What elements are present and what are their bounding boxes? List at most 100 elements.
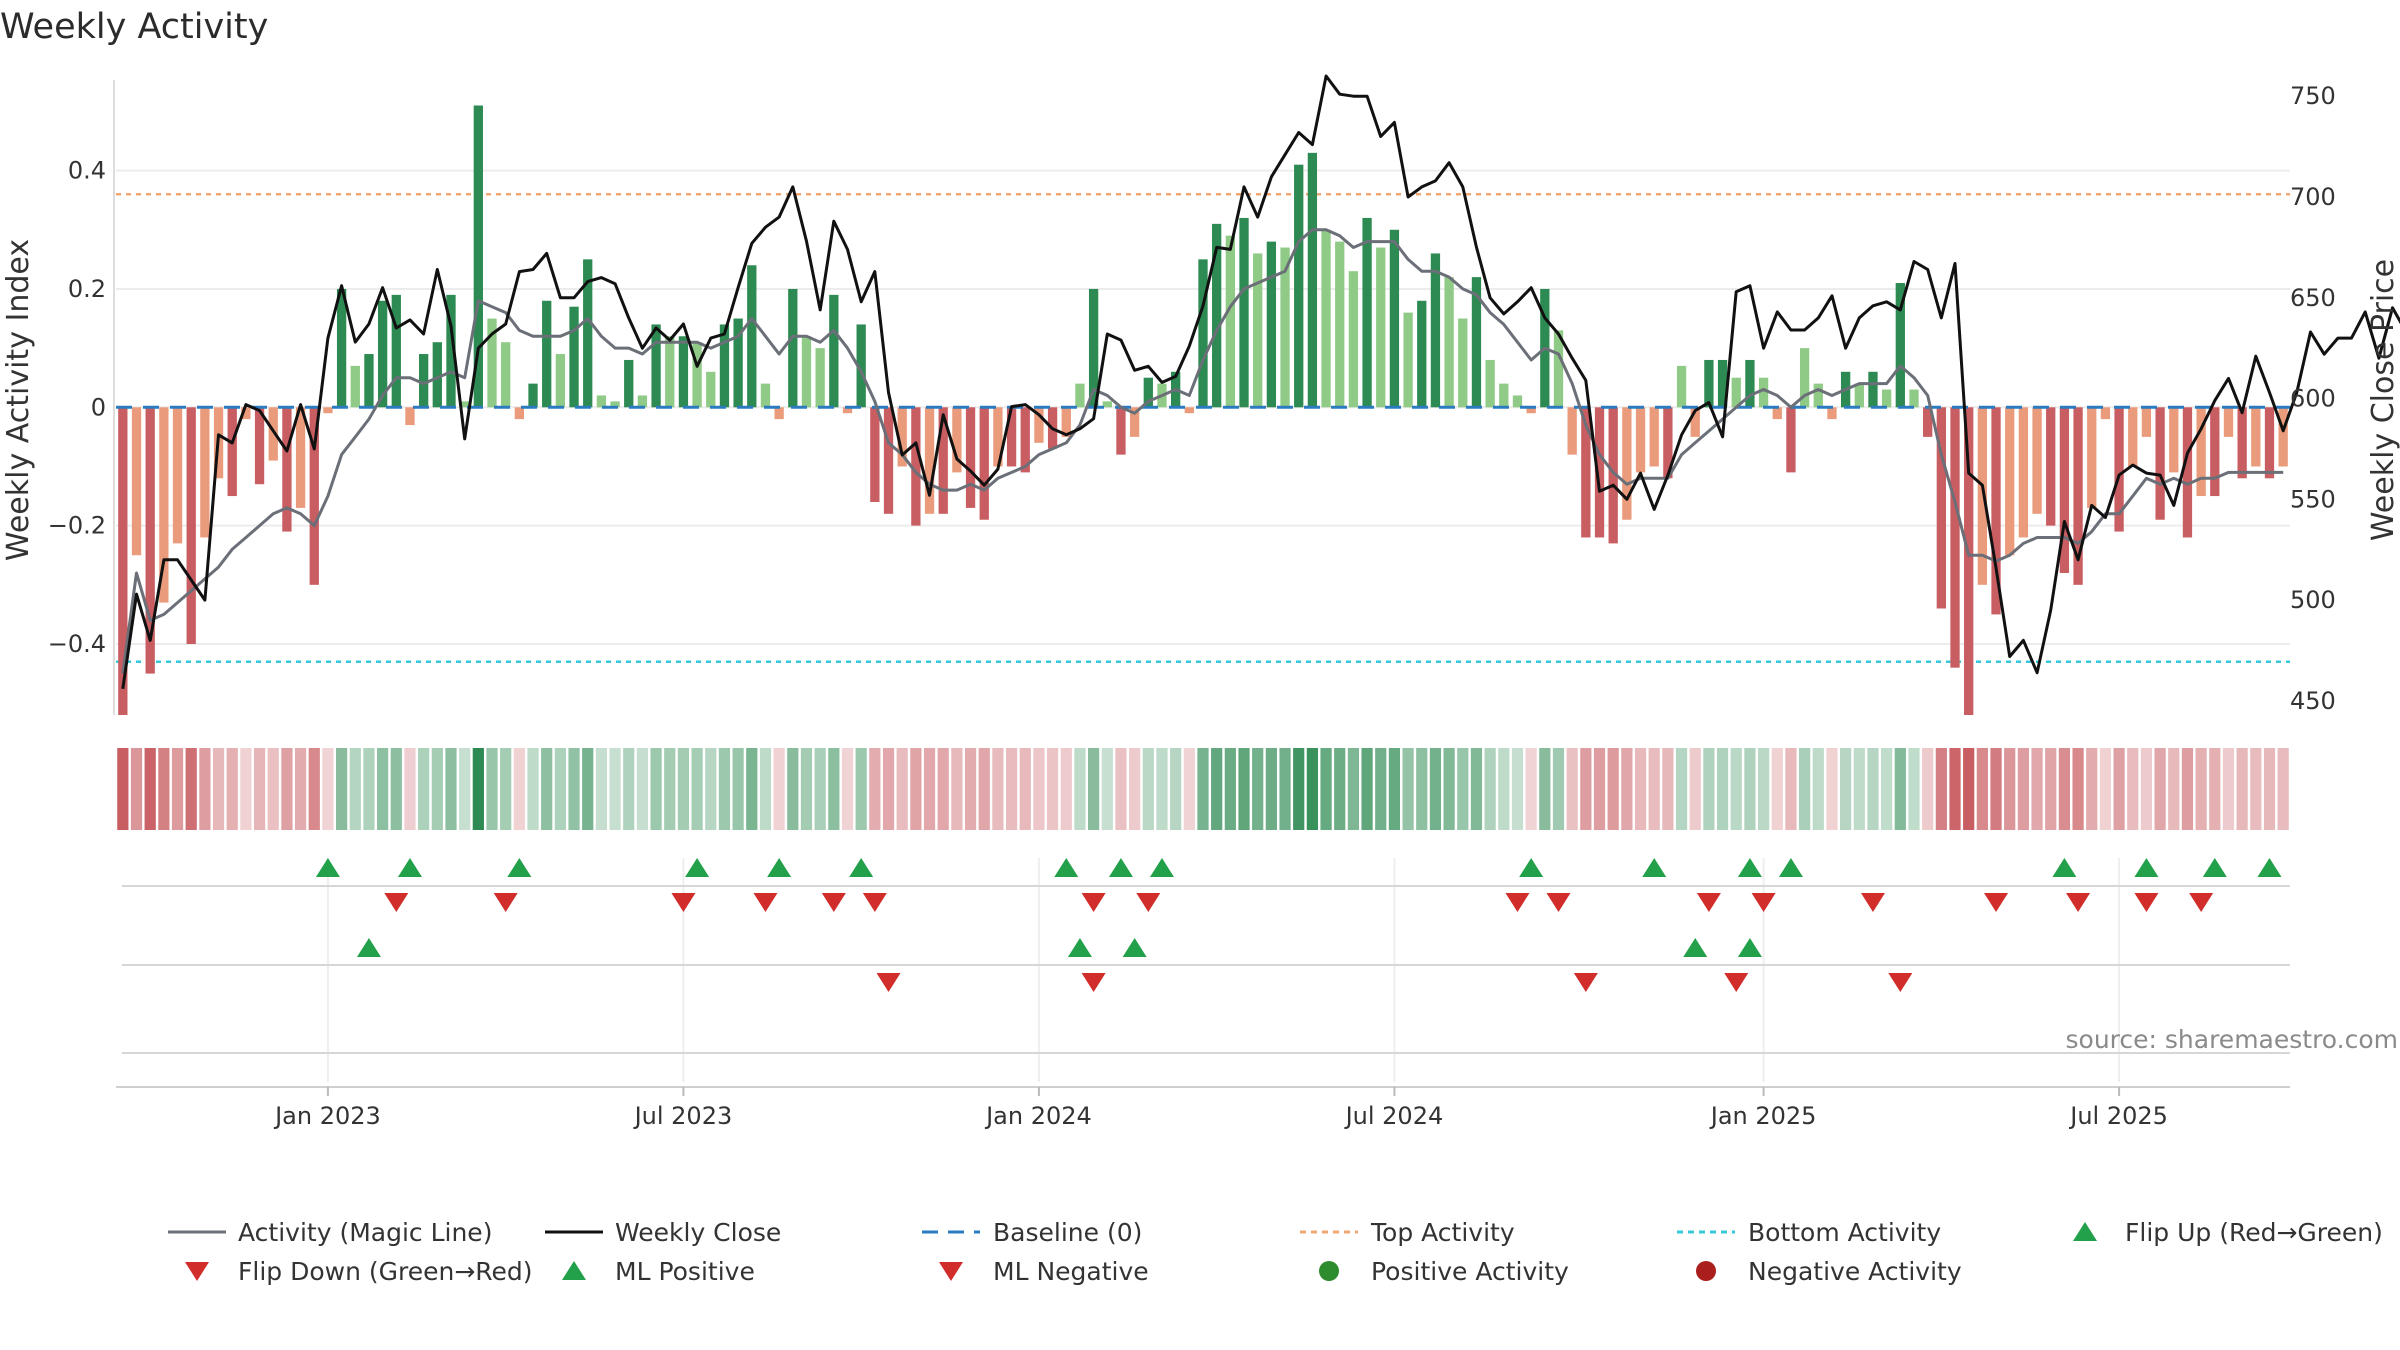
activity-bar: [473, 105, 483, 408]
heat-cell: [2045, 748, 2057, 830]
heat-cell: [1306, 748, 1318, 830]
activity-bar: [1403, 312, 1413, 408]
activity-bar: [1417, 300, 1427, 408]
activity-bar: [1034, 407, 1044, 443]
activity-bar: [172, 407, 183, 544]
flip-down-marker: [1860, 893, 1885, 912]
heat-cell: [1361, 748, 1373, 830]
x-tick-label: Jan 2025: [1709, 1102, 1817, 1130]
activity-bar: [364, 354, 374, 408]
heat-cell: [541, 748, 553, 830]
heat-cell: [527, 748, 539, 830]
signal-marker-panel: [122, 858, 2290, 1082]
heat-cell: [445, 748, 457, 830]
heat-cell: [294, 748, 307, 830]
heat-cell: [185, 748, 197, 830]
flip-down-marker: [1546, 893, 1571, 912]
heat-cell: [1799, 748, 1811, 830]
activity-bar: [2237, 407, 2247, 479]
activity-bar: [432, 342, 442, 408]
activity-bar: [583, 259, 593, 408]
legend-flip-up-label: Flip Up (Red→Green): [2125, 1218, 2383, 1247]
activity-bar: [309, 407, 319, 585]
heat-cell: [705, 748, 717, 830]
activity-bar: [1553, 330, 1564, 408]
activity-bar: [2141, 407, 2152, 437]
activity-bar: [2073, 407, 2083, 585]
heat-cell: [1689, 748, 1701, 830]
activity-bar: [1430, 253, 1441, 408]
heat-cell: [595, 748, 607, 830]
activity-bar: [1868, 371, 1878, 408]
heat-cell: [390, 748, 402, 830]
legend-flip-down-label: Flip Down (Green→Red): [238, 1257, 533, 1286]
legend-ml-negative-label: ML Negative: [993, 1257, 1149, 1286]
heat-cell: [2222, 748, 2235, 830]
heat-cell: [896, 748, 908, 830]
heat-cell: [1170, 748, 1182, 830]
heat-cell: [1197, 748, 1209, 830]
flip-down-marker: [862, 893, 887, 912]
legend-item-weekly-close: Weekly Close: [545, 1218, 781, 1247]
activity-bar: [979, 407, 989, 520]
heat-cell: [130, 748, 143, 830]
ml-negative-marker: [876, 973, 901, 992]
heat-cell: [2017, 748, 2029, 830]
activity-bar: [282, 407, 292, 532]
activity-bar: [1936, 407, 1946, 609]
heat-cell: [841, 748, 854, 830]
activity-bar: [1212, 223, 1222, 408]
heat-cell: [1470, 748, 1483, 830]
heat-cell: [2209, 748, 2221, 830]
activity-bar: [1881, 389, 1892, 408]
activity-bar: [391, 294, 401, 408]
activity-bar: [514, 407, 525, 420]
heat-cell: [951, 748, 963, 830]
legend-item-ml-negative: ML Negative: [939, 1257, 1149, 1286]
right-tick-label: 600: [2290, 385, 2336, 413]
flip-down-marker: [1505, 893, 1530, 912]
x-tick-label: Jan 2023: [273, 1102, 381, 1130]
heat-cell: [1088, 748, 1100, 830]
activity-bar: [1745, 359, 1755, 408]
ml-positive-marker-icon: [562, 1261, 586, 1280]
flip-down-marker: [1696, 893, 1721, 912]
heat-cell: [1826, 748, 1838, 830]
activity-bar: [924, 407, 935, 514]
activity-bar: [227, 407, 237, 497]
activity-bar: [842, 407, 853, 414]
heat-cell: [1771, 748, 1783, 830]
flip-down-marker: [821, 893, 846, 912]
heat-cell: [1744, 748, 1756, 830]
activity-bar: [788, 288, 798, 408]
ml-positive-marker: [1122, 938, 1147, 957]
activity-bar: [1458, 318, 1468, 408]
activity-bar: [336, 288, 347, 408]
flip-up-marker: [397, 858, 422, 877]
flip-up-marker: [1108, 858, 1133, 877]
activity-bar: [131, 407, 142, 556]
heat-cell: [1443, 748, 1455, 830]
activity-bar: [323, 407, 333, 414]
activity-bar: [897, 407, 907, 467]
activity-bar: [1690, 407, 1700, 437]
series-lines: [116, 74, 2400, 690]
left-tick-label: −0.2: [48, 512, 106, 540]
activity-bar: [1184, 407, 1194, 414]
heat-cell: [554, 748, 566, 830]
legend-item-magic-line: Activity (Magic Line): [168, 1218, 492, 1247]
heat-cell: [1908, 748, 1920, 830]
activity-bar: [1526, 407, 1536, 414]
heat-cell: [1224, 748, 1236, 830]
activity-bar: [1348, 271, 1359, 408]
activity-bar: [651, 324, 661, 408]
flip-up-marker: [767, 858, 792, 877]
activity-bar: [801, 336, 812, 408]
heat-cell: [1634, 748, 1647, 830]
heat-cell: [1853, 748, 1865, 830]
heat-cell: [363, 748, 375, 830]
activity-bar: [1813, 383, 1823, 408]
heat-cell: [1648, 748, 1660, 830]
activity-bar: [569, 306, 579, 408]
heat-cell: [1265, 748, 1277, 830]
